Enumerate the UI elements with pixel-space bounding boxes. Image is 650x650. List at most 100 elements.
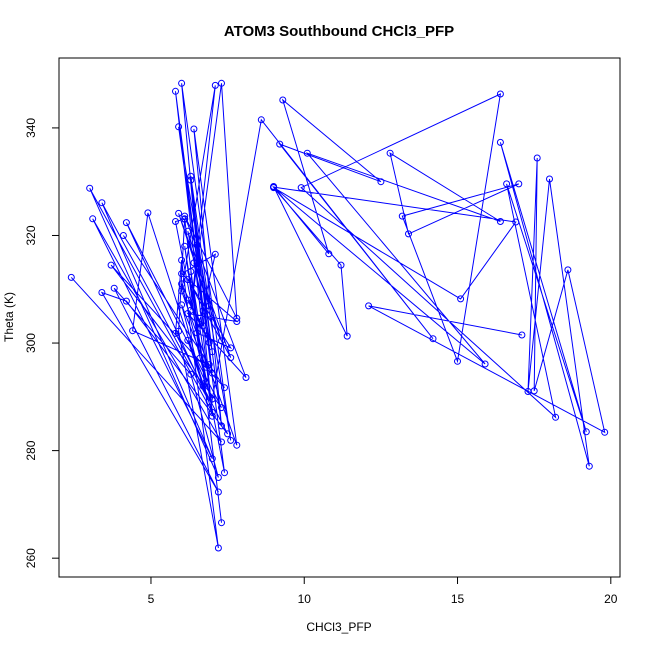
data-point — [221, 469, 228, 477]
data-point — [181, 242, 189, 250]
x-tick-label: 10 — [298, 592, 312, 606]
data-point — [178, 256, 186, 264]
data-point — [187, 176, 195, 184]
data-point — [211, 81, 219, 89]
data-point — [86, 184, 94, 192]
data-point — [343, 332, 351, 340]
data-point — [227, 436, 235, 444]
data-point — [214, 488, 222, 496]
data-point — [199, 307, 207, 315]
data-point — [227, 354, 235, 362]
data-point — [199, 322, 207, 330]
data-point — [190, 125, 198, 133]
y-tick-label: 320 — [24, 225, 38, 245]
data-point — [218, 404, 225, 412]
data-point — [218, 422, 225, 430]
data-point — [211, 250, 219, 258]
data-point — [233, 314, 241, 322]
data-point — [208, 412, 216, 420]
data-point — [98, 199, 106, 207]
data-point — [337, 261, 345, 269]
data-point — [184, 296, 192, 304]
data-point — [242, 374, 250, 381]
data-point — [107, 261, 115, 269]
data-point — [564, 266, 572, 274]
data-point — [552, 413, 560, 421]
data-point — [205, 302, 213, 310]
x-tick-label: 20 — [604, 592, 618, 606]
data-point — [218, 337, 225, 345]
data-point — [110, 284, 118, 292]
data-point — [398, 212, 406, 220]
data-point — [181, 215, 189, 223]
data-point — [457, 295, 465, 303]
data-point — [405, 230, 412, 238]
data-point — [270, 183, 278, 191]
data-point — [214, 474, 222, 481]
data-point — [515, 180, 523, 188]
data-point — [512, 218, 520, 226]
data-point — [221, 384, 228, 392]
data-point — [184, 310, 192, 317]
data-point — [129, 327, 137, 335]
data-point — [233, 318, 241, 325]
data-point — [582, 428, 590, 436]
data-point — [386, 149, 394, 157]
data-point — [585, 462, 593, 470]
data-point — [175, 327, 183, 335]
x-axis-label: CHCl3_PFP — [306, 620, 371, 634]
data-point — [172, 218, 179, 225]
data-point — [208, 369, 216, 377]
data-point — [518, 331, 526, 339]
data-point — [297, 184, 305, 192]
data-point — [496, 90, 504, 98]
data-point — [199, 382, 207, 390]
chart-title: ATOM3 Southbound CHCl3_PFP — [224, 23, 454, 40]
data-point — [187, 268, 195, 275]
data-point — [181, 212, 189, 220]
data-point — [205, 339, 213, 346]
data-point — [208, 455, 216, 463]
data-point — [172, 87, 179, 95]
data-point — [325, 250, 333, 258]
data-point — [175, 209, 183, 217]
data-point — [224, 430, 232, 438]
y-tick-label: 280 — [24, 440, 38, 460]
data-point — [601, 428, 609, 436]
data-point — [178, 270, 186, 278]
data-point — [178, 301, 186, 309]
data-point — [178, 280, 186, 288]
data-point — [303, 149, 311, 157]
data-point — [257, 116, 265, 124]
data-point — [429, 335, 437, 343]
data-point — [503, 180, 511, 188]
data-point — [530, 387, 538, 395]
data-point — [533, 154, 541, 162]
y-axis-label: Theta (K) — [2, 292, 16, 342]
data-point — [233, 441, 241, 449]
x-tick-label: 5 — [148, 592, 155, 606]
data-point — [214, 544, 222, 552]
data-point — [178, 79, 186, 87]
data-point — [122, 297, 130, 305]
data-point — [187, 172, 195, 180]
data-point — [454, 357, 461, 365]
data-point — [208, 395, 216, 403]
data-point — [496, 138, 504, 146]
series-line — [70, 83, 606, 549]
data-point — [190, 259, 198, 267]
data-point — [98, 289, 106, 296]
data-point — [218, 519, 225, 527]
data-point — [119, 232, 127, 239]
data-point — [196, 354, 204, 362]
x-axis: 5 10 15 20 — [148, 576, 618, 606]
y-tick-label: 260 — [24, 548, 38, 568]
data-point — [122, 219, 130, 227]
data-point — [144, 209, 152, 217]
y-axis: 260 280 300 320 340 — [24, 118, 60, 568]
data-point — [276, 140, 284, 148]
data-point — [193, 241, 201, 249]
data-point — [187, 370, 195, 378]
data-point — [546, 175, 553, 183]
